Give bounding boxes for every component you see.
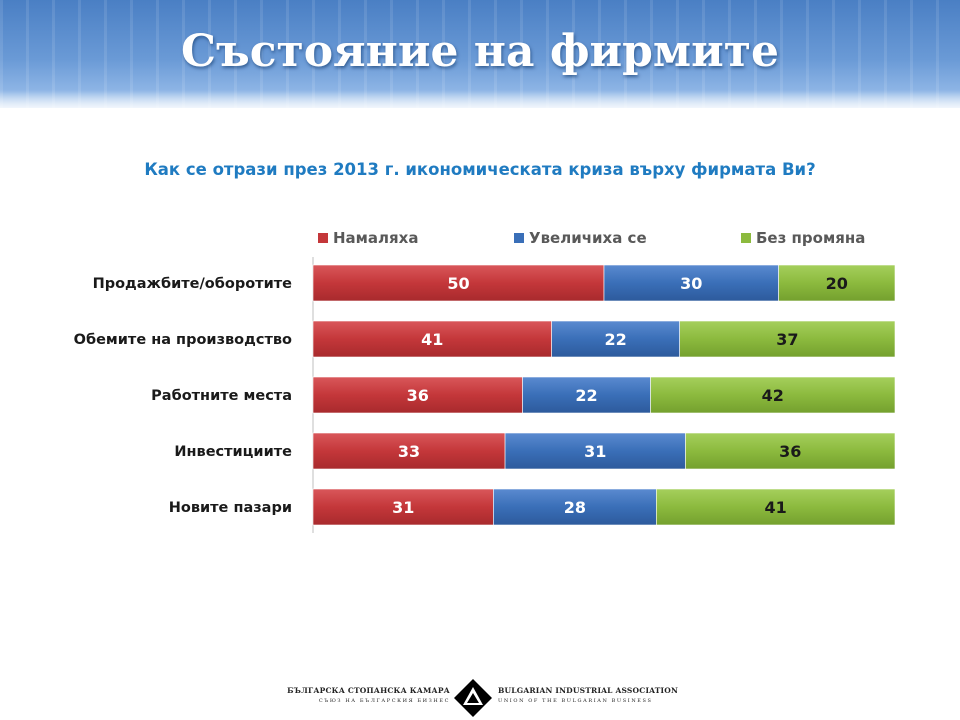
bar-segment-2-1	[312, 320, 552, 358]
bar-segment-4-2	[504, 432, 686, 470]
data-label-4-2: 31	[584, 442, 606, 461]
logo-right-main: BULGARIAN INDUSTRIAL ASSOCIATION	[498, 686, 679, 695]
bar-segment-5-1	[312, 488, 494, 526]
logo-right-text: BULGARIAN INDUSTRIAL ASSOCIATION UNION O…	[498, 686, 678, 704]
data-label-2-3: 37	[776, 330, 798, 349]
header-band	[0, 0, 960, 108]
logo-left-main: БЪЛГАРСКА СТОПАНСКА КАМАРА	[287, 686, 450, 695]
bar-segment-4-1	[312, 432, 506, 470]
bar-segment-2-2	[551, 320, 680, 358]
bar-segment-2-3	[679, 320, 896, 358]
header-shine	[0, 90, 960, 108]
category-label-3: Работните места	[151, 388, 292, 404]
logo-right-sub: UNION OF THE BULGARIAN BUSINESS	[498, 698, 653, 704]
data-label-5-2: 28	[564, 498, 586, 517]
bar-segment-3-1	[312, 376, 523, 414]
bar-segment-3-2	[522, 376, 651, 414]
data-label-2-1: 41	[421, 330, 443, 349]
chart-title: Как се отрази през 2013 г. икономическат…	[144, 160, 816, 179]
legend-label-1: Намаляха	[333, 229, 418, 247]
legend-swatch-2	[514, 233, 524, 243]
bar-segment-5-3	[656, 488, 896, 526]
data-label-5-3: 41	[765, 498, 787, 517]
bar-segment-1-3	[778, 264, 896, 302]
data-label-3-3: 42	[762, 386, 784, 405]
bar-segment-5-2	[493, 488, 657, 526]
category-label-4: Инвестициите	[174, 444, 292, 460]
bar-segment-3-3	[650, 376, 896, 414]
page-title: Състояние на фирмите	[180, 26, 780, 77]
data-label-1-1: 50	[447, 274, 469, 293]
bar-segment-1-1	[312, 264, 605, 302]
data-label-4-3: 36	[779, 442, 801, 461]
data-label-1-2: 30	[680, 274, 702, 293]
data-label-4-1: 33	[398, 442, 420, 461]
bar-segment-4-3	[685, 432, 896, 470]
data-label-1-3: 20	[826, 274, 848, 293]
category-label-1: Продажбите/оборотите	[93, 276, 293, 292]
footer-logo: БЪЛГАРСКА СТОПАНСКА КАМАРА СЪЮЗ НА БЪЛГА…	[287, 676, 678, 720]
legend-label-3: Без промяна	[756, 229, 865, 247]
legend-swatch-3	[741, 233, 751, 243]
logo-left-text: БЪЛГАРСКА СТОПАНСКА КАМАРА СЪЮЗ НА БЪЛГА…	[287, 686, 450, 704]
bar-segment-1-2	[603, 264, 779, 302]
logo-left-sub: СЪЮЗ НА БЪЛГАРСКИЯ БИЗНЕС	[318, 698, 450, 704]
stacked-bar-chart: Намаляха Увеличиха се Без промяна Продажби…	[74, 229, 896, 533]
data-label-3-1: 36	[407, 386, 429, 405]
data-label-5-1: 31	[392, 498, 414, 517]
legend-label-2: Увеличиха се	[529, 229, 647, 247]
legend-swatch-1	[318, 233, 328, 243]
data-label-2-2: 22	[605, 330, 627, 349]
data-label-3-2: 22	[575, 386, 597, 405]
category-label-2: Обемите на производство	[74, 332, 292, 348]
bia-emblem-icon	[454, 679, 492, 717]
category-label-5: Новите пазари	[169, 500, 292, 516]
